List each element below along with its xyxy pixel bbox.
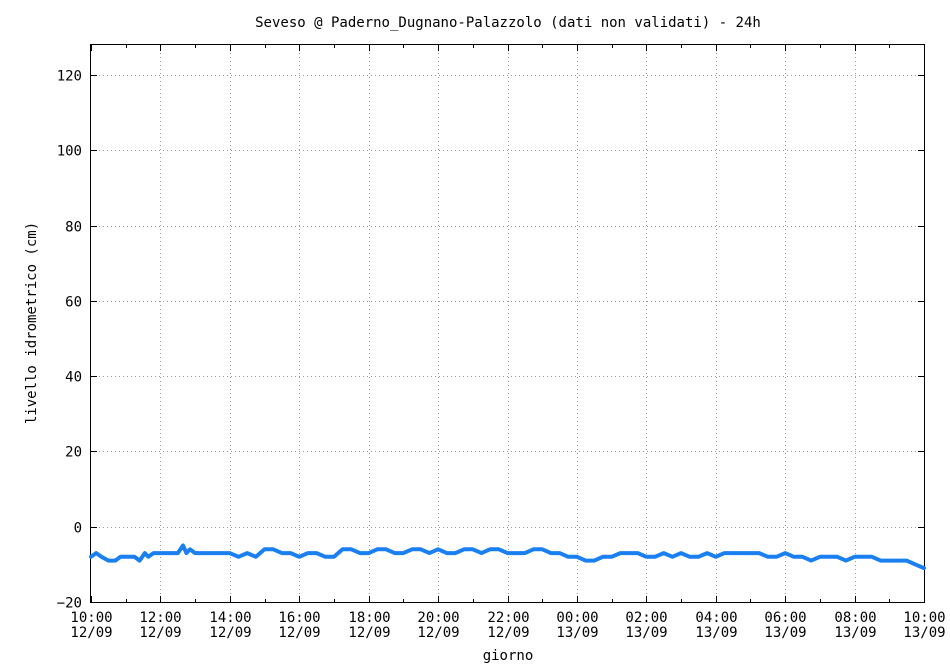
x-tick-date-label: 13/09 xyxy=(695,625,737,641)
x-tick-date-label: 12/09 xyxy=(487,625,529,641)
y-axis-label: livello idrometrico (cm) xyxy=(24,222,40,424)
x-tick-date-label: 12/09 xyxy=(278,625,320,641)
x-tick-date-label: 12/09 xyxy=(417,625,459,641)
x-tick-date-label: 13/09 xyxy=(625,625,667,641)
y-tick-label: −20 xyxy=(57,596,82,612)
x-tick-time-label: 22:00 xyxy=(487,610,529,626)
chart-title: Seveso @ Paderno_Dugnano-Palazzolo (dati… xyxy=(255,15,761,31)
y-tick-label: 80 xyxy=(65,220,82,236)
x-tick-date-label: 13/09 xyxy=(764,625,806,641)
x-tick-time-label: 04:00 xyxy=(695,610,737,626)
series-layer xyxy=(89,543,926,571)
plot-area-frame xyxy=(90,44,925,603)
x-tick-time-label: 14:00 xyxy=(209,610,251,626)
x-tick-time-label: 00:00 xyxy=(556,610,598,626)
x-tick-time-label: 10:00 xyxy=(903,610,945,626)
y-tick-label: 40 xyxy=(65,370,82,386)
y-axis: −20 0 20 40 60 80 100 120 xyxy=(57,69,924,612)
x-tick-date-label: 13/09 xyxy=(834,625,876,641)
x-tick-date-label: 12/09 xyxy=(139,625,181,641)
x-tick-time-label: 08:00 xyxy=(834,610,876,626)
y-tick-label: 60 xyxy=(65,295,82,311)
x-tick-time-label: 18:00 xyxy=(348,610,390,626)
x-axis: 10:0012/0912:0012/0914:0012/0916:0012/09… xyxy=(70,45,946,641)
y-tick-label: 20 xyxy=(65,445,82,461)
x-tick-time-label: 12:00 xyxy=(139,610,181,626)
x-tick-time-label: 06:00 xyxy=(764,610,806,626)
x-tick-date-label: 13/09 xyxy=(903,625,945,641)
y-tick-label: 120 xyxy=(57,69,82,85)
y-tick-label: 0 xyxy=(74,521,82,537)
x-tick-date-label: 12/09 xyxy=(70,625,112,641)
x-tick-date-label: 13/09 xyxy=(556,625,598,641)
y-tick-label: 100 xyxy=(57,144,82,160)
x-tick-time-label: 10:00 xyxy=(70,610,112,626)
grid-lines xyxy=(91,45,924,602)
x-tick-date-label: 12/09 xyxy=(348,625,390,641)
x-tick-date-label: 12/09 xyxy=(209,625,251,641)
x-tick-time-label: 20:00 xyxy=(417,610,459,626)
x-axis-label: giorno xyxy=(483,648,534,664)
x-tick-time-label: 02:00 xyxy=(625,610,667,626)
series-line xyxy=(89,543,926,571)
x-tick-time-label: 16:00 xyxy=(278,610,320,626)
